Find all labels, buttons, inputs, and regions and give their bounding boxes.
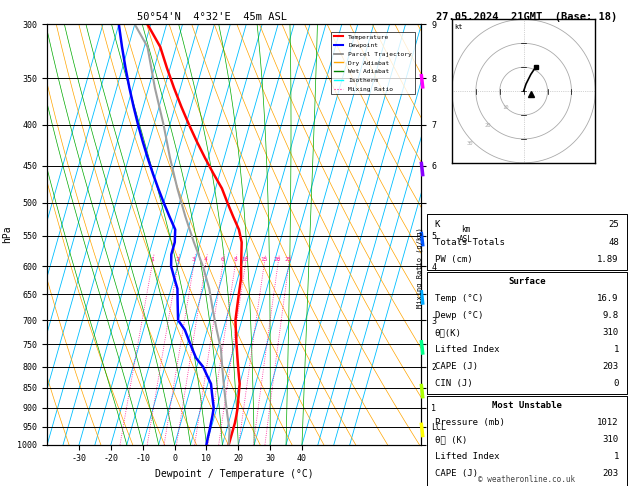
Text: 8: 8	[233, 257, 237, 262]
Text: PW (cm): PW (cm)	[435, 255, 472, 263]
Text: 203: 203	[603, 363, 619, 371]
Text: Mixing Ratio (g/kg): Mixing Ratio (g/kg)	[416, 227, 423, 308]
Text: CAPE (J): CAPE (J)	[435, 363, 478, 371]
Text: K: K	[435, 220, 440, 229]
Text: 2: 2	[175, 257, 179, 262]
Text: 310: 310	[603, 329, 619, 337]
Y-axis label: km
ASL: km ASL	[459, 225, 472, 244]
Text: CIN (J): CIN (J)	[435, 380, 472, 388]
Text: 25: 25	[285, 257, 292, 262]
Text: 50°54'N  4°32'E  45m ASL: 50°54'N 4°32'E 45m ASL	[137, 12, 287, 22]
Text: 48: 48	[608, 238, 619, 246]
Text: 20: 20	[484, 123, 491, 128]
Text: θᴇ (K): θᴇ (K)	[435, 435, 467, 444]
Text: 25: 25	[608, 220, 619, 229]
Text: 10: 10	[242, 257, 249, 262]
Text: Totals Totals: Totals Totals	[435, 238, 504, 246]
Text: Temp (°C): Temp (°C)	[435, 295, 483, 303]
Text: 15: 15	[260, 257, 267, 262]
Text: 1012: 1012	[598, 418, 619, 427]
Y-axis label: hPa: hPa	[2, 226, 12, 243]
Text: 1: 1	[613, 346, 619, 354]
Text: 1: 1	[150, 257, 153, 262]
Text: Lifted Index: Lifted Index	[435, 346, 499, 354]
Text: 20: 20	[274, 257, 281, 262]
Text: Lifted Index: Lifted Index	[435, 452, 499, 461]
Text: 0: 0	[613, 380, 619, 388]
Text: Pressure (mb): Pressure (mb)	[435, 418, 504, 427]
Text: θᴇ(K): θᴇ(K)	[435, 329, 462, 337]
Text: 16.9: 16.9	[598, 295, 619, 303]
Text: 10: 10	[503, 105, 509, 110]
Text: CAPE (J): CAPE (J)	[435, 469, 478, 478]
Text: © weatheronline.co.uk: © weatheronline.co.uk	[478, 475, 576, 484]
Text: Most Unstable: Most Unstable	[492, 401, 562, 410]
Text: 310: 310	[603, 435, 619, 444]
Legend: Temperature, Dewpoint, Parcel Trajectory, Dry Adiabat, Wet Adiabat, Isotherm, Mi: Temperature, Dewpoint, Parcel Trajectory…	[331, 32, 415, 94]
Text: 27.05.2024  21GMT  (Base: 18): 27.05.2024 21GMT (Base: 18)	[436, 12, 618, 22]
Text: 6: 6	[221, 257, 225, 262]
Text: Surface: Surface	[508, 278, 545, 286]
Text: 9.8: 9.8	[603, 312, 619, 320]
Text: kt: kt	[454, 24, 463, 30]
X-axis label: Dewpoint / Temperature (°C): Dewpoint / Temperature (°C)	[155, 469, 314, 479]
Text: 4: 4	[203, 257, 207, 262]
Text: 30: 30	[467, 141, 473, 146]
Text: Dewp (°C): Dewp (°C)	[435, 312, 483, 320]
Text: 1: 1	[613, 452, 619, 461]
Text: 203: 203	[603, 469, 619, 478]
Text: 3: 3	[192, 257, 196, 262]
Text: 1.89: 1.89	[598, 255, 619, 263]
